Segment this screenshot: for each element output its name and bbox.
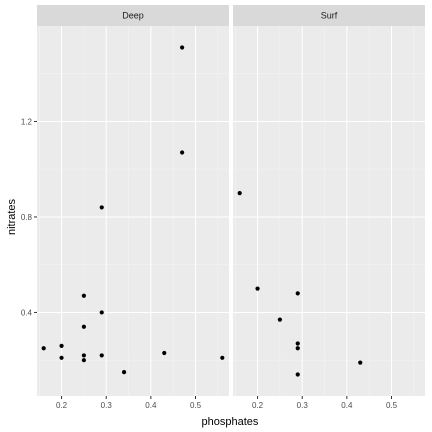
x-tick-label: 0.5	[190, 401, 202, 410]
data-point	[81, 358, 86, 363]
facet-strip-label: Deep	[122, 11, 144, 21]
facet-strip-label: Surf	[321, 11, 338, 21]
facet-strip	[37, 5, 229, 26]
data-point	[81, 353, 86, 358]
data-point	[295, 291, 300, 296]
data-point	[99, 205, 104, 210]
data-point	[358, 360, 363, 365]
x-tick-label: 0.3	[297, 401, 309, 410]
x-tick-label: 0.2	[252, 401, 264, 410]
data-point	[59, 343, 64, 348]
panels-layer: Deep 0.2 0.3 0.4 0.5 Surf 0.2 0.3 0.4 0.5	[37, 5, 425, 410]
y-tick-label: 0.4	[21, 308, 33, 317]
data-point	[180, 45, 185, 50]
x-axis-title: phosphates	[202, 416, 259, 428]
data-point	[41, 346, 46, 351]
data-point	[237, 190, 242, 196]
panel-background	[233, 26, 425, 396]
data-point	[99, 310, 104, 315]
data-point	[277, 317, 282, 322]
data-point	[295, 346, 300, 351]
data-point	[295, 372, 300, 377]
data-point	[81, 324, 86, 329]
x-tick-label: 0.5	[386, 401, 398, 410]
data-point	[220, 355, 225, 360]
x-tick-label: 0.4	[341, 401, 353, 410]
data-point	[162, 350, 167, 356]
data-point	[59, 355, 64, 360]
y-axis-title: nitrates	[6, 198, 18, 235]
y-tick-label: 0.8	[21, 213, 33, 222]
data-point	[99, 353, 104, 358]
panel-surf: Surf 0.2 0.3 0.4 0.5	[233, 5, 425, 410]
data-point	[180, 150, 185, 155]
data-point	[121, 370, 127, 375]
data-point	[81, 293, 86, 298]
x-tick-label: 0.3	[101, 401, 113, 410]
data-point	[255, 286, 260, 291]
facet-strip	[233, 5, 425, 26]
y-axis: 0.4 0.8 1.2	[21, 117, 37, 317]
data-point	[295, 341, 300, 346]
x-tick-label: 0.2	[56, 401, 68, 410]
panel-deep: Deep 0.2 0.3 0.4 0.5	[37, 5, 229, 410]
panel-background	[37, 26, 229, 396]
x-tick-label: 0.4	[145, 401, 157, 410]
y-tick-label: 1.2	[21, 117, 33, 126]
